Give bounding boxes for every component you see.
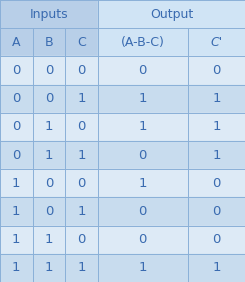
Bar [65,197,98,226]
Text: 0: 0 [138,64,147,77]
Bar [33,254,65,282]
Text: 0: 0 [12,64,21,77]
Text: C: C [77,36,86,49]
Bar [98,0,245,28]
Text: 1: 1 [77,149,86,162]
Bar [33,226,65,254]
Text: 1: 1 [138,261,147,274]
Text: 1: 1 [212,149,220,162]
Bar [0,226,33,254]
Bar [0,85,33,113]
Bar [65,113,98,141]
Bar [188,197,245,226]
Text: 1: 1 [77,92,86,105]
Bar [0,56,33,85]
Bar [98,56,188,85]
Text: 0: 0 [212,64,220,77]
Bar [65,169,98,197]
Bar [65,226,98,254]
Bar [65,28,98,56]
Text: A: A [12,36,21,49]
Text: 1: 1 [45,261,53,274]
Bar [188,56,245,85]
Bar [188,28,245,56]
Bar [0,28,33,56]
Bar [188,169,245,197]
Text: 0: 0 [45,177,53,190]
Text: 1: 1 [12,205,21,218]
Text: 1: 1 [77,205,86,218]
Bar [0,169,33,197]
Text: 0: 0 [12,120,21,133]
Bar [33,85,65,113]
Bar [98,169,188,197]
Bar [33,141,65,169]
Bar [0,254,33,282]
Text: B: B [45,36,53,49]
Text: 0: 0 [12,92,21,105]
Bar [188,254,245,282]
Bar [0,197,33,226]
Text: 1: 1 [138,120,147,133]
Text: 0: 0 [138,205,147,218]
Text: (A-B-C): (A-B-C) [121,36,165,49]
Bar [0,113,33,141]
Text: 0: 0 [212,177,220,190]
Text: 0: 0 [77,233,86,246]
Text: 1: 1 [12,177,21,190]
Bar [33,169,65,197]
Text: 1: 1 [77,261,86,274]
Text: 1: 1 [45,149,53,162]
Bar [33,113,65,141]
Bar [65,141,98,169]
Bar [188,141,245,169]
Bar [65,56,98,85]
Text: 0: 0 [77,177,86,190]
Bar [188,113,245,141]
Bar [33,197,65,226]
Text: 0: 0 [212,205,220,218]
Text: 0: 0 [45,92,53,105]
Text: 0: 0 [45,64,53,77]
Bar [65,254,98,282]
Text: 1: 1 [45,120,53,133]
Text: Inputs: Inputs [30,8,68,21]
Text: 1: 1 [12,233,21,246]
Bar [188,85,245,113]
Text: 0: 0 [12,149,21,162]
Text: 1: 1 [45,233,53,246]
Text: 0: 0 [45,205,53,218]
Text: 1: 1 [212,261,220,274]
Bar [0,141,33,169]
Text: 1: 1 [212,120,220,133]
Bar [65,85,98,113]
Bar [98,141,188,169]
Bar [98,226,188,254]
Text: 1: 1 [138,92,147,105]
Text: 0: 0 [138,233,147,246]
Bar [0,0,98,28]
Bar [98,197,188,226]
Text: 0: 0 [212,233,220,246]
Text: C': C' [210,36,222,49]
Bar [98,85,188,113]
Text: 0: 0 [77,120,86,133]
Bar [98,28,188,56]
Text: 0: 0 [77,64,86,77]
Text: 0: 0 [138,149,147,162]
Bar [98,254,188,282]
Text: 1: 1 [12,261,21,274]
Bar [33,28,65,56]
Bar [188,226,245,254]
Text: Output: Output [150,8,193,21]
Bar [98,113,188,141]
Text: 1: 1 [138,177,147,190]
Text: 1: 1 [212,92,220,105]
Bar [33,56,65,85]
